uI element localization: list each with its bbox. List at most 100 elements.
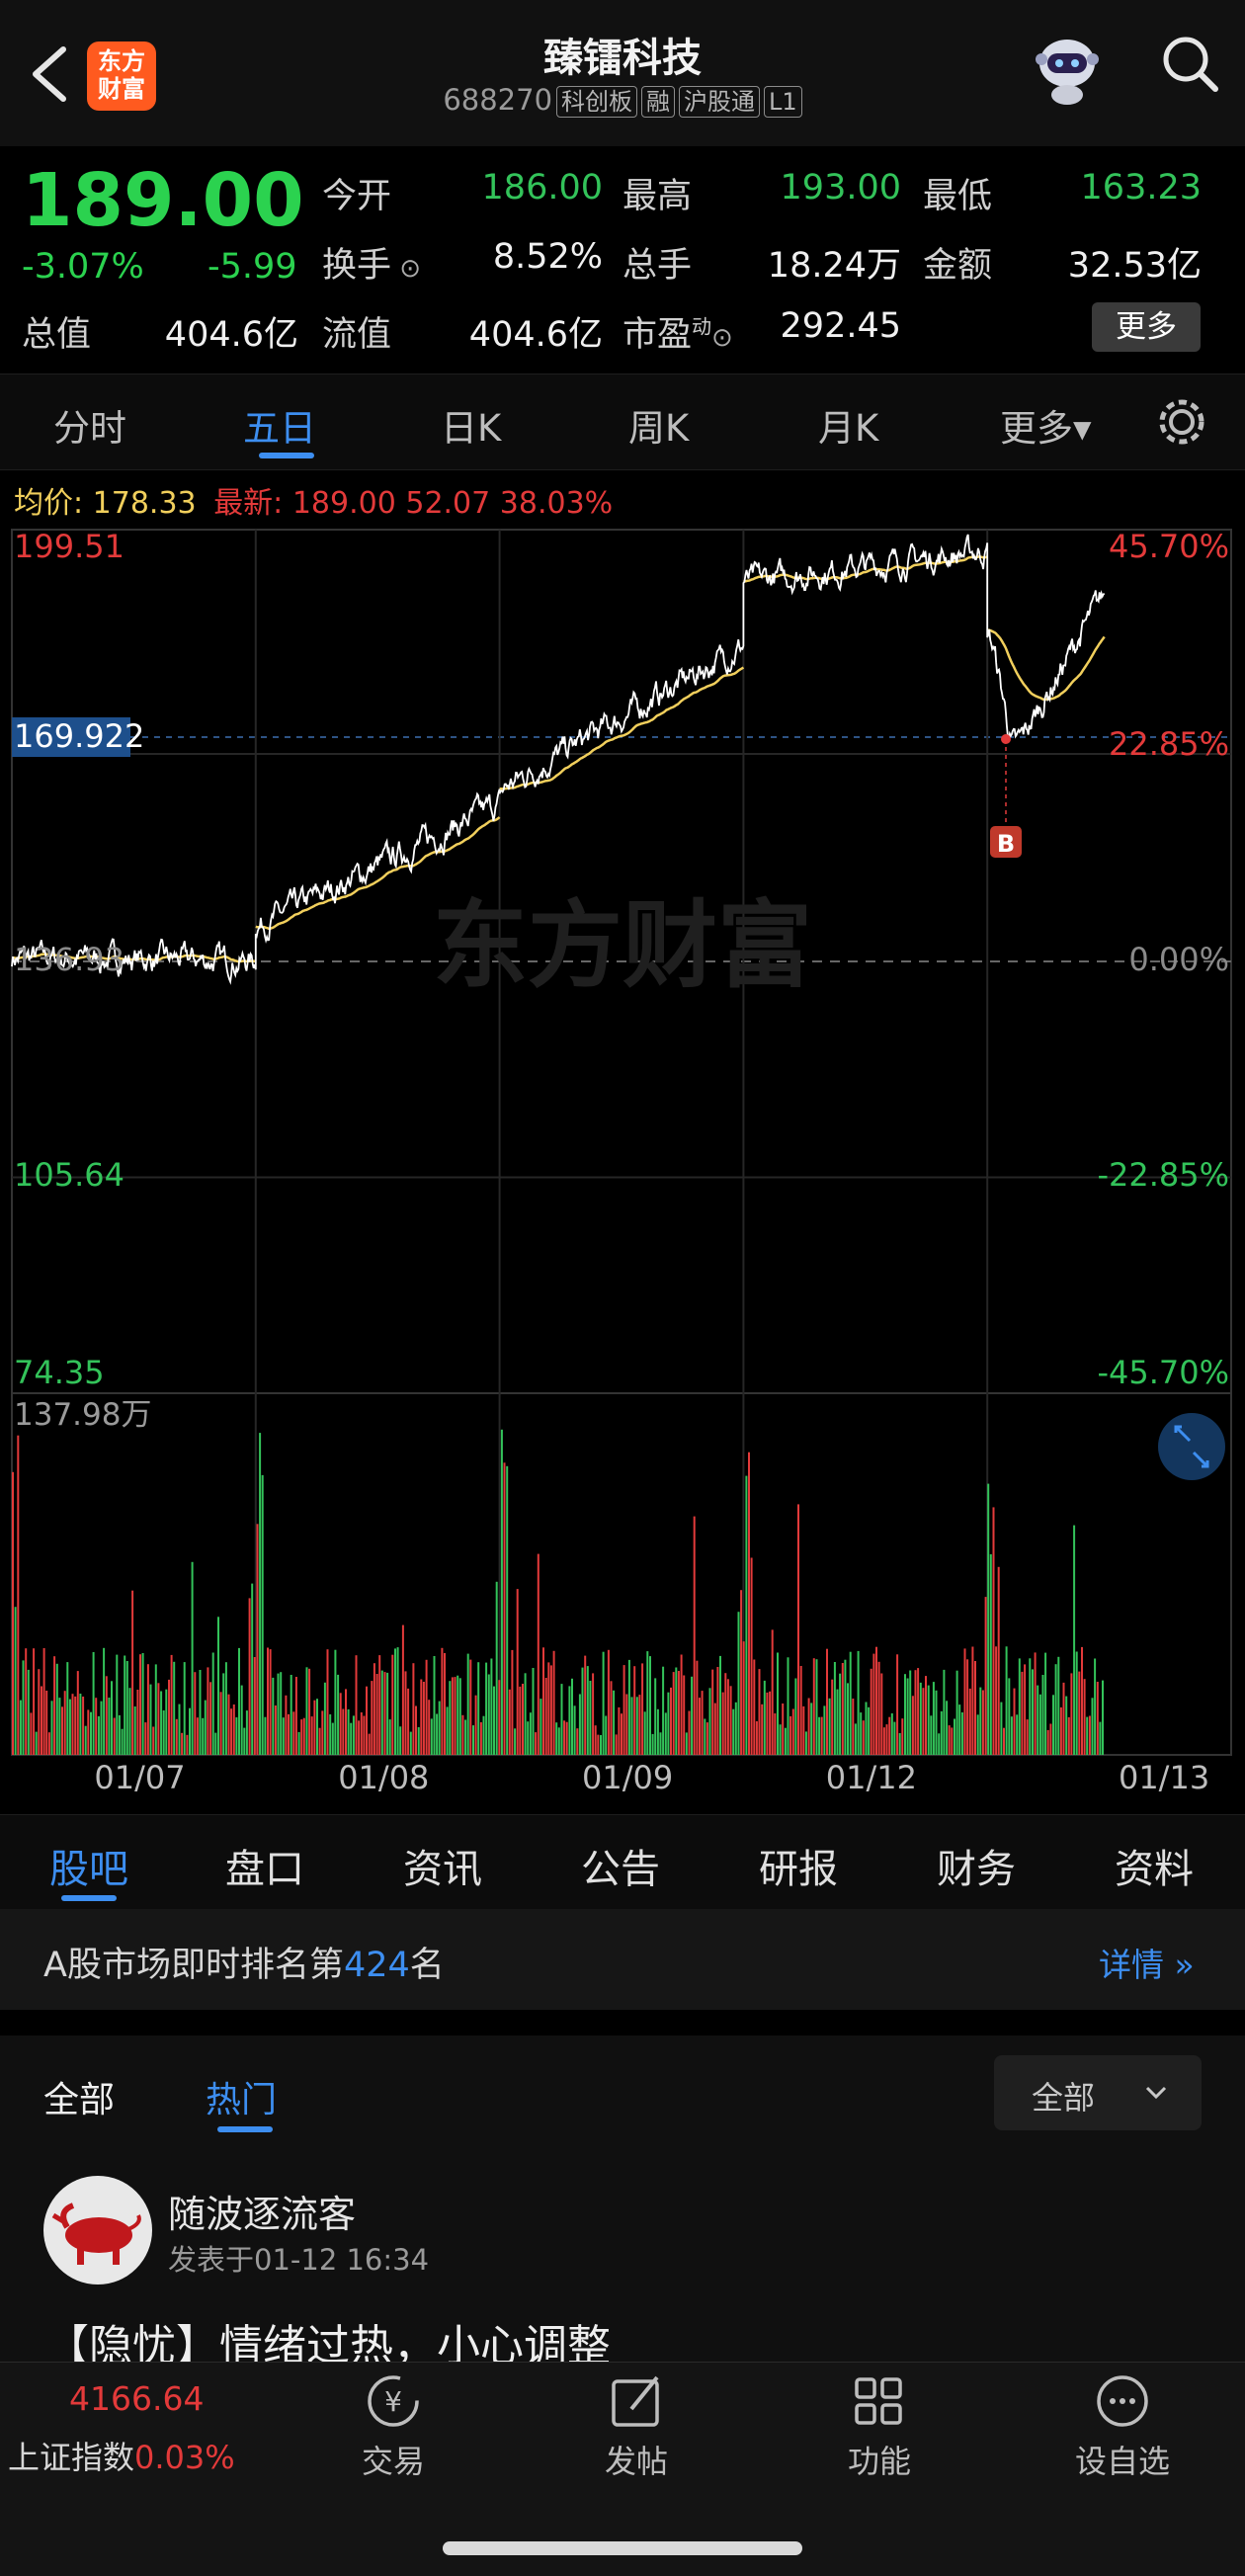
volume-bar — [662, 1666, 665, 1755]
tab-news[interactable]: 资讯 — [403, 1847, 482, 1892]
volume-bar — [885, 1724, 888, 1755]
volume-bar — [812, 1658, 815, 1755]
feed-filter-dropdown[interactable]: 全部 — [994, 2055, 1202, 2130]
volume-bar — [371, 1681, 374, 1755]
volume-bar — [108, 1698, 111, 1755]
tab-intraday[interactable]: 分时 — [53, 407, 126, 450]
feed-tab-all[interactable]: 全部 — [43, 2080, 116, 2120]
volume-bar — [243, 1727, 246, 1755]
tag-stock-connect: 沪股通 — [679, 86, 761, 118]
volume-bar — [428, 1700, 431, 1755]
tab-financials[interactable]: 财务 — [937, 1847, 1016, 1892]
volume-bar — [404, 1671, 407, 1755]
volume-bar — [769, 1691, 772, 1755]
volume-bar — [1016, 1714, 1019, 1755]
volume-bar — [19, 1700, 22, 1755]
percent-axis-label: -22.85% — [1097, 1156, 1229, 1194]
volume-bar — [880, 1673, 883, 1755]
search-button[interactable] — [1156, 30, 1225, 99]
volume-bar — [667, 1692, 670, 1755]
volume-bar — [963, 1648, 966, 1755]
volume-bar — [194, 1672, 197, 1755]
volume-bar — [186, 1734, 189, 1755]
pe-label[interactable]: 市盈动⊙ — [622, 314, 733, 355]
volume-bar — [696, 1660, 699, 1755]
back-button[interactable] — [20, 40, 79, 109]
volume-bar — [444, 1653, 446, 1755]
volume-bar — [868, 1706, 871, 1755]
index-ticker[interactable]: 上证指数0.03% — [8, 2439, 235, 2476]
price-axis-label: 169.922 — [14, 717, 144, 755]
volume-bar — [38, 1669, 41, 1755]
volume-bar — [890, 1713, 893, 1755]
five-day-chart[interactable]: 东方财富 199.51 169.922 136.93 105.64 74.35 45.70… — [0, 514, 1245, 1814]
volume-bar — [274, 1705, 277, 1755]
more-quote-button[interactable]: 更多 — [1092, 302, 1201, 352]
tab-more-periods[interactable]: 更多▾ — [1000, 407, 1092, 450]
app-logo[interactable]: 东方 财富 — [87, 42, 156, 111]
volume-bar — [904, 1674, 906, 1755]
volume-bar — [1075, 1651, 1078, 1755]
nav-add-watchlist[interactable]: 设自选 — [1053, 2371, 1192, 2482]
percent-axis-label: 22.85% — [1109, 725, 1229, 763]
volume-bar — [277, 1673, 280, 1755]
volume-bar — [833, 1662, 836, 1755]
volume-bar — [836, 1689, 839, 1755]
volume-bar — [82, 1697, 85, 1755]
turnover-label[interactable]: 换手 ⊙ — [322, 246, 422, 286]
expand-chart-icon[interactable] — [1158, 1413, 1225, 1480]
volume-bar — [464, 1719, 467, 1755]
volume-bar — [461, 1714, 464, 1755]
tab-daily-k[interactable]: 日K — [441, 407, 502, 450]
nav-post[interactable]: 发帖 — [567, 2371, 706, 2482]
tab-profile[interactable]: 资料 — [1115, 1847, 1194, 1892]
volume-bar — [823, 1705, 826, 1755]
rank-banner[interactable] — [0, 1909, 1245, 2010]
rank-detail-link[interactable]: 详情 » — [1099, 1946, 1195, 1984]
percent-axis-label: 0.00% — [1128, 941, 1229, 978]
nav-functions[interactable]: 功能 — [810, 2371, 949, 2482]
robot-assistant-icon[interactable] — [1028, 30, 1107, 109]
tab-five-day[interactable]: 五日 — [243, 407, 316, 450]
tab-orderbook[interactable]: 盘口 — [225, 1847, 304, 1892]
tab-research[interactable]: 研报 — [759, 1847, 838, 1892]
volume-bar — [183, 1662, 186, 1755]
tab-forum[interactable]: 股吧 — [49, 1847, 128, 1892]
volume-bar — [1081, 1646, 1083, 1755]
volume-bar — [334, 1649, 337, 1755]
volume-bar — [456, 1675, 459, 1755]
volume-bar — [42, 1648, 45, 1755]
amount-label: 金额 — [923, 246, 993, 286]
volume-bar — [66, 1662, 69, 1755]
volume-bar — [529, 1712, 532, 1755]
post-title[interactable]: 【隐忧】情绪过热，小心调整 — [45, 2321, 611, 2362]
volume-bar — [592, 1673, 595, 1755]
volume-bar — [519, 1686, 522, 1755]
volume-bar — [877, 1661, 880, 1755]
feed-tab-hot[interactable]: 热门 — [206, 2080, 278, 2120]
home-indicator[interactable] — [443, 2541, 802, 2555]
chart-settings-gear-icon[interactable] — [1154, 394, 1209, 454]
index-value[interactable]: 4166.64 — [69, 2379, 205, 2418]
tab-weekly-k[interactable]: 周K — [628, 407, 690, 450]
tab-monthly-k[interactable]: 月K — [818, 407, 879, 450]
volume-bar — [987, 1483, 990, 1755]
volume-bar — [204, 1700, 207, 1755]
bull-avatar-icon — [51, 2202, 141, 2265]
nav-trade[interactable]: ¥ 交易 — [324, 2371, 462, 2482]
volume-bar — [535, 1732, 538, 1755]
post-author-avatar[interactable] — [43, 2176, 152, 2285]
volume-bar — [610, 1681, 613, 1755]
post-author-name[interactable]: 随波逐流客 — [168, 2193, 357, 2236]
tab-announcements[interactable]: 公告 — [581, 1847, 660, 1892]
volume-bar — [917, 1668, 920, 1755]
volume-bar — [882, 1727, 885, 1755]
buy-marker[interactable] — [990, 826, 1022, 858]
volume-bar — [292, 1711, 295, 1755]
volume-bar — [253, 1657, 256, 1755]
volume-bar — [1034, 1652, 1037, 1755]
volume-bar — [1026, 1719, 1029, 1755]
volume-bars — [12, 1429, 1104, 1755]
volume-bar — [339, 1693, 342, 1755]
volume-bar — [17, 1435, 20, 1755]
